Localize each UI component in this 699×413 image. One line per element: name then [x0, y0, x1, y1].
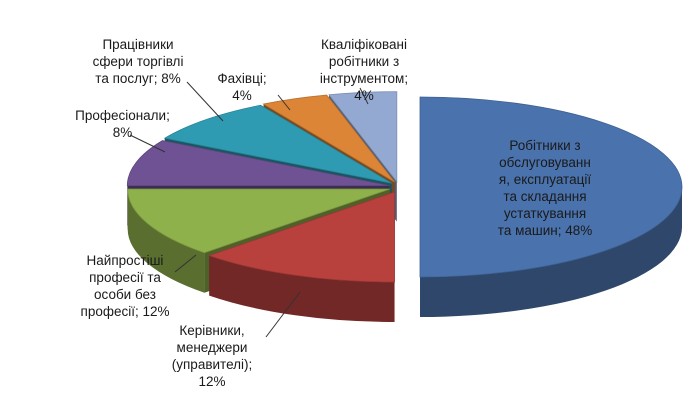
leader-line-5	[359, 87, 369, 105]
slice-5	[262, 94, 395, 183]
slice-3	[126, 140, 390, 187]
slice-side-0-0	[420, 187, 682, 317]
slice-label-0: Робітники з обслуговуванн я, експлуатаці…	[497, 138, 593, 238]
leader-line-3	[186, 81, 224, 122]
leader-line-0	[265, 291, 301, 338]
leader-line-1	[174, 254, 197, 273]
leader-line-4	[277, 94, 291, 111]
slice-4	[163, 104, 392, 184]
slice-tops	[126, 91, 683, 283]
slice-label-2: Найпростіші професії та особи без профес…	[80, 253, 170, 319]
slice-label-4: Працівники сфери торгівлі та послуг; 8%	[92, 37, 184, 86]
slice-label-1: Керівники, менеджери (управителі); 12%	[171, 323, 253, 389]
slice-label-6: Кваліфіковані робітники з інструментом; …	[319, 37, 409, 103]
slice-0	[419, 96, 683, 278]
slice-side-2-0	[127, 189, 205, 293]
slice-side-1-0	[209, 255, 395, 322]
slice-label-3: Професіонали; 8%	[75, 108, 170, 140]
slice-label-5: Фахівці; 4%	[217, 71, 267, 103]
slice-1	[208, 191, 395, 283]
slice-2	[127, 188, 390, 254]
leader-lines	[129, 81, 369, 338]
leader-line-2	[129, 134, 166, 153]
